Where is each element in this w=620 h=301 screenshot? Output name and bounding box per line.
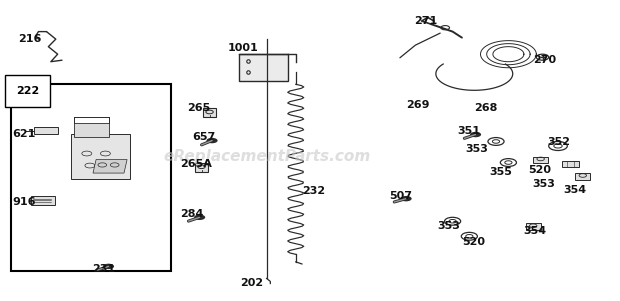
Text: eReplacementParts.com: eReplacementParts.com — [163, 149, 370, 164]
Circle shape — [103, 264, 114, 269]
Bar — [575, 173, 590, 180]
Text: 355: 355 — [490, 166, 513, 177]
Circle shape — [470, 132, 481, 137]
Bar — [31, 196, 55, 205]
Text: 265: 265 — [187, 103, 210, 113]
Bar — [533, 157, 548, 163]
Text: 222: 222 — [16, 86, 40, 96]
Text: 231: 231 — [92, 264, 115, 275]
Text: 284: 284 — [180, 209, 203, 219]
Bar — [562, 161, 579, 167]
Text: 216: 216 — [19, 34, 42, 44]
Bar — [526, 223, 541, 230]
Text: 354: 354 — [563, 185, 586, 195]
Circle shape — [206, 138, 218, 143]
Text: 270: 270 — [533, 55, 556, 65]
Text: 232: 232 — [303, 186, 326, 196]
Polygon shape — [93, 160, 127, 173]
Circle shape — [194, 215, 205, 220]
Text: 353: 353 — [465, 144, 488, 154]
Text: 268: 268 — [474, 103, 498, 113]
Bar — [71, 134, 130, 179]
Text: 353: 353 — [438, 221, 461, 231]
Bar — [239, 54, 288, 81]
Text: 657: 657 — [192, 132, 216, 142]
Circle shape — [401, 196, 412, 201]
Text: 354: 354 — [523, 226, 546, 236]
Bar — [74, 123, 108, 137]
Bar — [195, 163, 208, 172]
Text: 269: 269 — [406, 100, 430, 110]
Text: 621: 621 — [12, 129, 36, 139]
Text: 202: 202 — [241, 278, 264, 288]
Bar — [203, 108, 216, 117]
Text: 520: 520 — [463, 237, 485, 247]
Text: 265A: 265A — [180, 159, 211, 169]
Text: 352: 352 — [547, 137, 570, 147]
Text: 351: 351 — [458, 126, 480, 136]
Text: 507: 507 — [389, 191, 412, 201]
Text: 271: 271 — [414, 16, 438, 26]
Text: 916: 916 — [12, 197, 36, 207]
Bar — [11, 84, 170, 271]
Bar — [34, 127, 58, 134]
Text: 520: 520 — [528, 165, 551, 175]
Text: 353: 353 — [532, 179, 555, 189]
Text: 1001: 1001 — [228, 43, 259, 53]
